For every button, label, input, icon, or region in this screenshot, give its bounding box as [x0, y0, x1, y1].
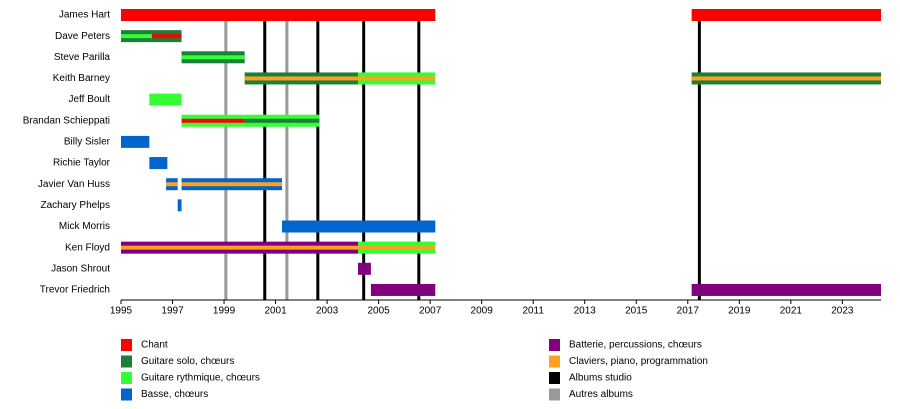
- member-label: Steve Parilla: [54, 52, 111, 63]
- x-tick-label: 2017: [677, 306, 700, 317]
- member-label: Jeff Boult: [68, 94, 110, 105]
- member-bar-stripe: [358, 245, 436, 250]
- legend-swatch: [549, 388, 560, 401]
- member-label: Richie Taylor: [53, 158, 111, 169]
- legend-swatch: [121, 339, 132, 351]
- legend-swatch: [121, 372, 132, 384]
- member-bar-stripe: [691, 76, 881, 81]
- member-bar: [149, 157, 168, 170]
- member-bar-stripe: [244, 118, 320, 123]
- legend-label: Basse, chœurs: [141, 389, 208, 400]
- member-label: Ken Floyd: [65, 242, 110, 253]
- member-bar-stripe: [181, 182, 283, 187]
- member-bar-stripe: [244, 76, 359, 81]
- member-bar: [370, 283, 436, 296]
- legend-label: Batterie, percussions, chœurs: [569, 340, 702, 351]
- legend-label: Claviers, piano, programmation: [569, 356, 708, 367]
- x-tick-label: 2011: [522, 306, 544, 317]
- member-label: Zachary Phelps: [41, 200, 110, 211]
- member-label: Trevor Friedrich: [40, 285, 110, 296]
- member-label: Brandan Schieppati: [23, 115, 110, 126]
- x-tick-label: 1999: [213, 306, 236, 317]
- member-label: James Hart: [59, 10, 110, 21]
- member-label: Keith Barney: [53, 73, 110, 84]
- member-bar: [358, 262, 371, 275]
- member-bar: [121, 9, 436, 21]
- member-bar: [149, 93, 182, 106]
- x-tick-label: 2003: [316, 306, 339, 317]
- legend-swatch: [549, 339, 560, 351]
- x-tick-label: 1997: [161, 306, 184, 317]
- member-bar-stripe: [121, 245, 359, 250]
- x-tick-label: 2001: [264, 306, 287, 317]
- member-bar-stripe: [181, 118, 245, 123]
- member-bar: [177, 199, 182, 212]
- x-tick-label: 2021: [780, 306, 803, 317]
- legend-swatch: [549, 355, 560, 368]
- legend-label: Guitare solo, chœurs: [141, 356, 234, 367]
- legend-swatch: [121, 355, 132, 368]
- x-tick-label: 2007: [419, 306, 442, 317]
- member-bar: [121, 135, 150, 148]
- member-bar-stripe: [358, 76, 436, 81]
- legend-swatch: [549, 372, 560, 384]
- x-tick-label: 1995: [110, 306, 133, 317]
- member-bar: [691, 9, 881, 21]
- x-tick-label: 2023: [831, 306, 854, 317]
- member-bar-stripe: [181, 55, 245, 60]
- member-label: Dave Peters: [55, 31, 110, 42]
- legend-label: Chant: [141, 340, 168, 351]
- legend-label: Albums studio: [569, 373, 632, 384]
- x-tick-label: 2019: [728, 306, 751, 317]
- member-label: Billy Sisler: [64, 137, 111, 148]
- legend-swatch: [121, 388, 132, 401]
- member-label: Javier Van Huss: [38, 179, 110, 190]
- member-bar: [282, 220, 436, 233]
- x-tick-label: 2015: [625, 306, 648, 317]
- member-bar-stripe: [151, 34, 182, 39]
- x-tick-label: 2009: [471, 306, 494, 317]
- member-label: Jason Shrout: [51, 263, 110, 274]
- member-bar: [691, 283, 881, 296]
- x-tick-label: 2005: [368, 306, 391, 317]
- x-tick-label: 2013: [574, 306, 597, 317]
- legend-label: Autres albums: [569, 389, 633, 400]
- member-bar-stripe: [121, 34, 152, 39]
- member-bar-stripe: [166, 182, 178, 187]
- member-label: Mick Morris: [59, 221, 110, 232]
- legend-label: Guitare rythmique, chœurs: [141, 373, 260, 384]
